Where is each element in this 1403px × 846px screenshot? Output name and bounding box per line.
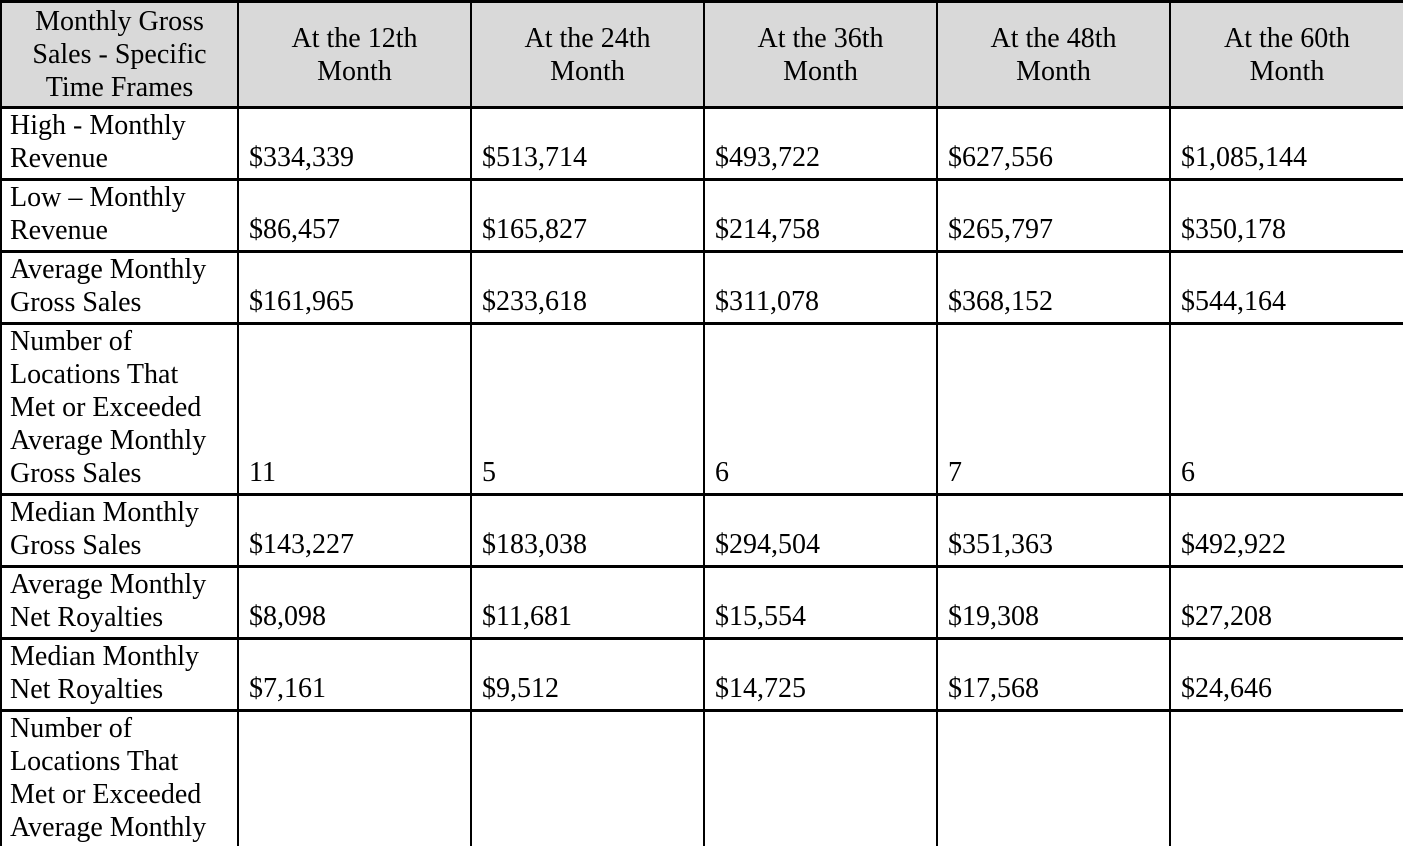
table-row-median-monthly-net-royalties: Median Monthly Net Royalties $7,161 $9,5… — [0, 637, 1403, 712]
column-header-60th-month: At the 60th Month — [1169, 0, 1403, 109]
value-cell: $15,554 — [703, 565, 938, 640]
header-row: Monthly Gross Sales - Specific Time Fram… — [0, 0, 1403, 109]
row-label: Low – Monthly Revenue — [10, 182, 186, 247]
table-row-locations-met-avg-net-royalties: Number of Locations That Met or Exceeded… — [0, 709, 1403, 846]
value-cell: $265,797 — [936, 178, 1171, 253]
row-label-cell: Average Monthly Gross Sales — [0, 250, 239, 325]
value-cell: $492,922 — [1169, 493, 1403, 568]
value-cell: $311,078 — [703, 250, 938, 325]
column-header-row-titles: Monthly Gross Sales - Specific Time Fram… — [0, 0, 239, 109]
row-label: Average Monthly Net Royalties — [10, 569, 207, 634]
value-cell: $143,227 — [237, 493, 472, 568]
value-cell: $214,758 — [703, 178, 938, 253]
value-cell: 11 — [237, 322, 472, 496]
column-header-label: At the 24th Month — [524, 22, 651, 87]
value-cell: $17,568 — [936, 637, 1171, 712]
table-row-median-monthly-gross-sales: Median Monthly Gross Sales $143,227 $183… — [0, 493, 1403, 568]
value-cell: $1,085,144 — [1169, 106, 1403, 181]
table-row-high-monthly-revenue: High - Monthly Revenue $334,339 $513,714… — [0, 106, 1403, 181]
column-header-label: At the 12th Month — [291, 22, 418, 87]
value-cell: $183,038 — [470, 493, 705, 568]
column-header-label: At the 60th Month — [1224, 22, 1350, 87]
value-cell: $233,618 — [470, 250, 705, 325]
row-label: Number of Locations That Met or Exceeded… — [10, 713, 207, 846]
row-label-cell: Average Monthly Net Royalties — [0, 565, 239, 640]
value-cell: $513,714 — [470, 106, 705, 181]
value-cell: $350,178 — [1169, 178, 1403, 253]
value-cell: $86,457 — [237, 178, 472, 253]
value-cell: $334,339 — [237, 106, 472, 181]
column-header-label: At the 36th Month — [757, 22, 884, 87]
value-cell: $24,646 — [1169, 637, 1403, 712]
column-header-36th-month: At the 36th Month — [703, 0, 938, 109]
value-cell: 11 — [237, 709, 472, 846]
value-cell: $351,363 — [936, 493, 1171, 568]
value-cell: $19,308 — [936, 565, 1171, 640]
value-cell: 6 — [703, 322, 938, 496]
table-row-low-monthly-revenue: Low – Monthly Revenue $86,457 $165,827 $… — [0, 178, 1403, 253]
value-cell: $161,965 — [237, 250, 472, 325]
value-cell: 5 — [470, 709, 705, 846]
value-cell: 6 — [703, 709, 938, 846]
value-cell: $7,161 — [237, 637, 472, 712]
row-label-cell: High - Monthly Revenue — [0, 106, 239, 181]
value-cell: $294,504 — [703, 493, 938, 568]
value-cell: 6 — [1169, 709, 1403, 846]
table-row-locations-met-avg-gross-sales: Number of Locations That Met or Exceeded… — [0, 322, 1403, 496]
value-cell: $14,725 — [703, 637, 938, 712]
row-label: Median Monthly Gross Sales — [10, 497, 199, 562]
row-label: Median Monthly Net Royalties — [10, 641, 199, 706]
row-label: Number of Locations That Met or Exceeded… — [10, 326, 207, 490]
column-header-label: Monthly Gross Sales - Specific Time Fram… — [32, 6, 207, 103]
row-label: High - Monthly Revenue — [10, 110, 186, 175]
column-header-48th-month: At the 48th Month — [936, 0, 1171, 109]
value-cell: 5 — [470, 322, 705, 496]
row-label-cell: Median Monthly Net Royalties — [0, 637, 239, 712]
column-header-label: At the 48th Month — [990, 22, 1117, 87]
value-cell: $368,152 — [936, 250, 1171, 325]
column-header-24th-month: At the 24th Month — [470, 0, 705, 109]
value-cell: $27,208 — [1169, 565, 1403, 640]
value-cell: 6 — [1169, 322, 1403, 496]
column-header-12th-month: At the 12th Month — [237, 0, 472, 109]
value-cell: $493,722 — [703, 106, 938, 181]
value-cell: $165,827 — [470, 178, 705, 253]
value-cell: 7 — [936, 322, 1171, 496]
row-label-cell: Number of Locations That Met or Exceeded… — [0, 322, 239, 496]
row-label-cell: Median Monthly Gross Sales — [0, 493, 239, 568]
table-row-average-monthly-net-royalties: Average Monthly Net Royalties $8,098 $11… — [0, 565, 1403, 640]
value-cell: $8,098 — [237, 565, 472, 640]
table-row-average-monthly-gross-sales: Average Monthly Gross Sales $161,965 $23… — [0, 250, 1403, 325]
row-label: Average Monthly Gross Sales — [10, 254, 207, 319]
value-cell: $9,512 — [470, 637, 705, 712]
value-cell: $11,681 — [470, 565, 705, 640]
value-cell: 7 — [936, 709, 1171, 846]
value-cell: $544,164 — [1169, 250, 1403, 325]
row-label-cell: Number of Locations That Met or Exceeded… — [0, 709, 239, 846]
value-cell: $627,556 — [936, 106, 1171, 181]
row-label-cell: Low – Monthly Revenue — [0, 178, 239, 253]
